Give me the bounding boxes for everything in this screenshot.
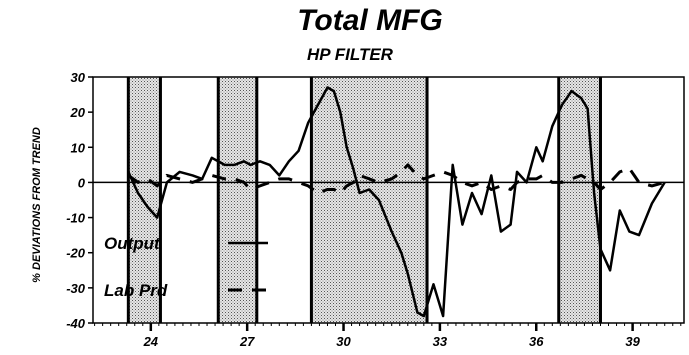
y-tick-label: 10 (71, 140, 86, 155)
axes: 30 20 10 0 -10 -20 -30 -40 24 27 30 33 36 39 (66, 70, 685, 349)
series-line-lab-prd (127, 163, 666, 195)
x-tick-label: 24 (143, 334, 159, 349)
y-tick-label: -20 (66, 246, 86, 261)
shaded-period (311, 77, 428, 323)
x-tick-label: 39 (625, 334, 640, 349)
x-tick-label: 36 (529, 334, 544, 349)
shaded-period (218, 77, 257, 323)
plot-frame (92, 76, 685, 324)
series-line-output (127, 86, 666, 318)
shaded-period (128, 77, 161, 323)
y-tick-label: 30 (71, 70, 86, 85)
x-tick-label: 30 (336, 334, 351, 349)
y-tick-label: -40 (66, 316, 86, 331)
x-tick-label: 33 (433, 334, 448, 349)
series (127, 86, 666, 318)
chart-subtitle: HP FILTER (307, 45, 394, 64)
chart-title: Total MFG (297, 4, 443, 37)
legend: Output Lab Prd (104, 234, 268, 300)
recession-shading (126, 77, 602, 323)
legend-label: Lab Prd (104, 281, 168, 300)
y-tick-label: -10 (66, 211, 86, 226)
y-tick-label: -30 (66, 281, 86, 296)
shaded-period (558, 77, 601, 323)
x-tick-label: 27 (239, 334, 255, 349)
y-axis-label: % DEVIATIONS FROM TREND (31, 127, 43, 283)
y-tick-label: 0 (78, 175, 86, 190)
y-tick-label: 20 (70, 105, 86, 120)
legend-label: Output (104, 234, 161, 253)
